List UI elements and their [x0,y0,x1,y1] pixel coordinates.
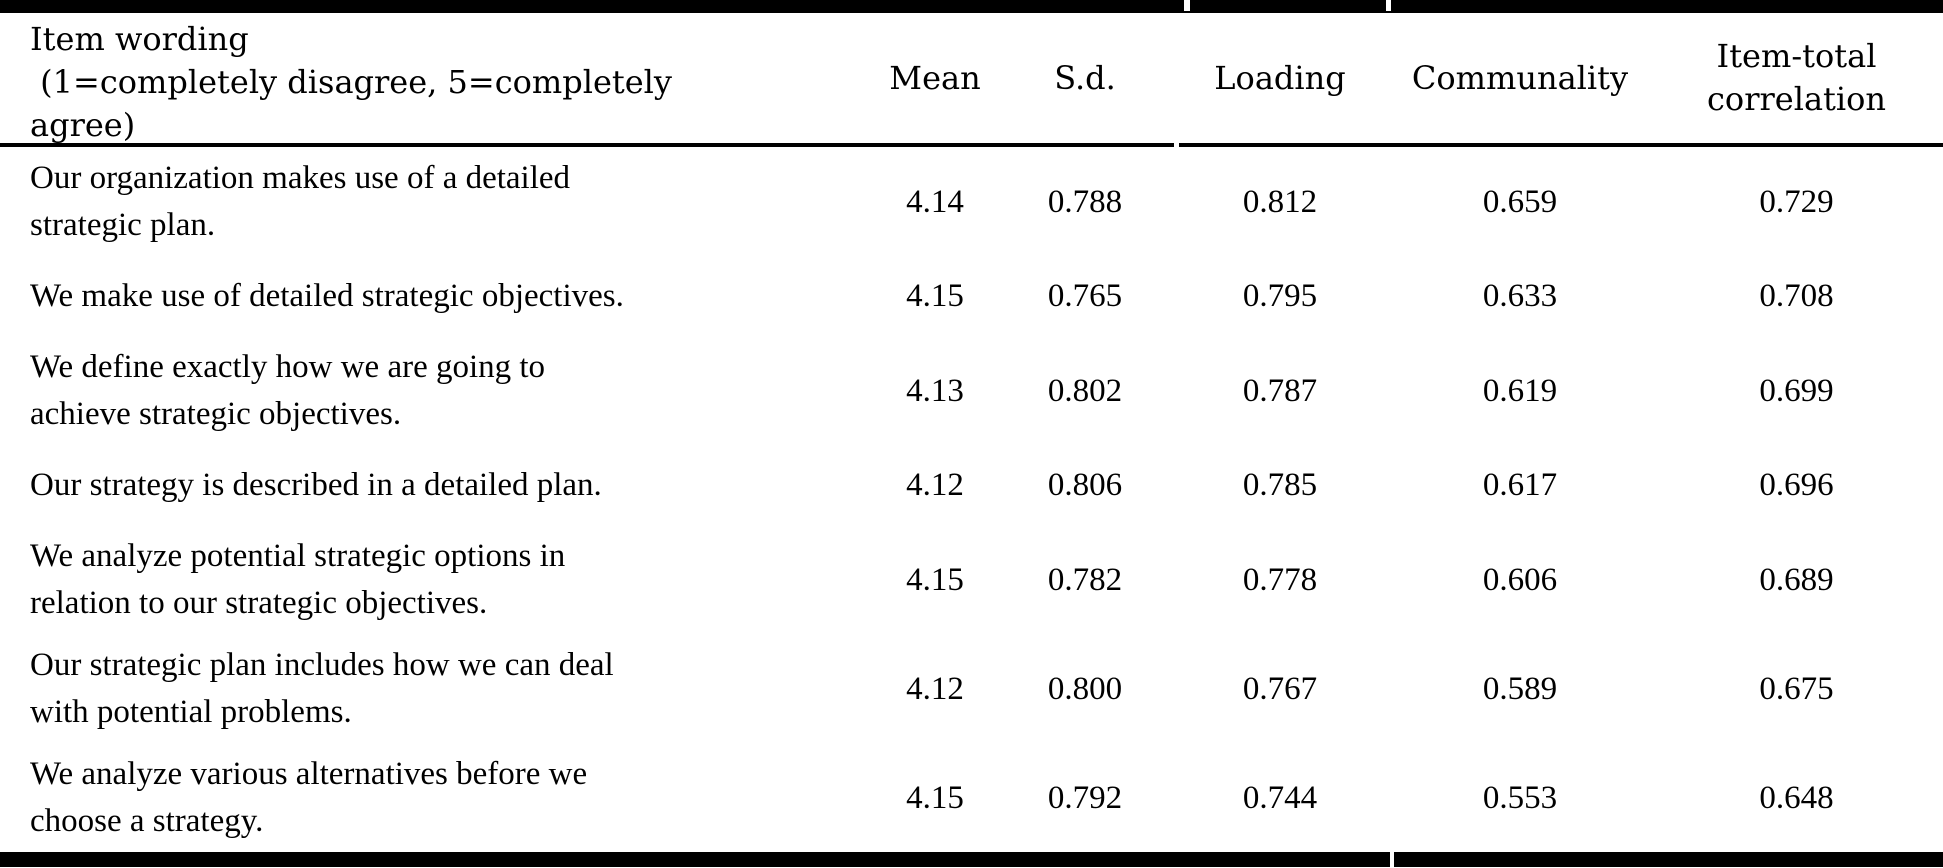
item-wording-cell: Our organization makes use of a detailed… [30,159,571,243]
communality-value: 0.633 [1482,278,1558,314]
communality-value: 0.659 [1482,183,1558,220]
table-row: Our strategy is described in a detailed … [0,445,1943,525]
communality-value: 0.589 [1482,670,1558,707]
column-header-sd: S.d. [1054,58,1116,97]
sd-value: 0.800 [1047,670,1123,707]
mean-value: 4.15 [906,278,964,314]
loading-value: 0.744 [1242,779,1318,816]
communality-value: 0.606 [1482,561,1558,598]
sd-value: 0.806 [1047,467,1123,503]
column-header-mean: Mean [889,58,981,97]
mean-value: 4.12 [906,467,964,503]
mean-value: 4.12 [906,670,964,707]
communality-value: 0.617 [1482,467,1558,503]
column-header-item-total-correlation: Item-total correlation [1707,37,1886,118]
rule-notch [1390,852,1394,867]
table-row: We analyze various alternatives before w… [0,743,1943,852]
item-wording-cell: We analyze potential strategic options i… [30,537,566,621]
mean-value: 4.15 [906,779,964,816]
loading-value: 0.795 [1242,278,1318,314]
table-row: We define exactly how we are going to ac… [0,336,1943,445]
item-total-value: 0.708 [1759,278,1834,314]
sd-value: 0.802 [1047,372,1123,409]
table-header-rule [0,143,1943,147]
loading-value: 0.767 [1242,670,1318,707]
item-total-value: 0.699 [1759,372,1834,409]
sd-value: 0.765 [1047,278,1123,314]
item-wording-cell: We analyze various alternatives before w… [30,755,588,839]
item-total-value: 0.648 [1759,779,1834,816]
table-top-rule [0,0,1943,13]
column-header-loading: Loading [1214,58,1346,97]
mean-value: 4.15 [906,561,964,598]
item-total-value: 0.675 [1759,670,1834,707]
column-header-item-wording: Item wording (1=completely disagree, 5=c… [30,20,672,144]
sd-value: 0.788 [1047,183,1123,220]
sd-value: 0.792 [1047,779,1123,816]
communality-value: 0.553 [1482,779,1558,816]
item-total-value: 0.729 [1759,183,1834,220]
table-header-row: Item wording (1=completely disagree, 5=c… [0,13,1943,144]
rule-notch [1386,0,1391,11]
item-total-value: 0.696 [1759,467,1834,503]
table-row: Our strategic plan includes how we can d… [0,634,1943,743]
loading-value: 0.778 [1242,561,1318,598]
item-total-value: 0.689 [1759,561,1834,598]
loading-value: 0.785 [1242,467,1318,503]
rule-notch [1174,143,1179,147]
item-wording-cell: Our strategic plan includes how we can d… [30,646,614,730]
item-wording-cell: We define exactly how we are going to ac… [30,348,546,432]
loading-value: 0.812 [1242,183,1318,220]
loading-value: 0.787 [1242,372,1318,409]
table-bottom-rule [0,852,1943,867]
table-body: Our organization makes use of a detailed… [0,147,1943,852]
column-header-communality: Communality [1411,58,1629,97]
sd-value: 0.782 [1047,561,1123,598]
item-wording-cell: We make use of detailed strategic object… [30,277,624,314]
mean-value: 4.13 [906,372,964,409]
item-wording-cell: Our strategy is described in a detailed … [30,466,602,503]
table-row: Our organization makes use of a detailed… [0,147,1943,256]
communality-value: 0.619 [1482,372,1558,409]
mean-value: 4.14 [906,183,964,220]
rule-notch [1184,0,1190,11]
table-row: We analyze potential strategic options i… [0,525,1943,634]
table-row: We make use of detailed strategic object… [0,256,1943,336]
